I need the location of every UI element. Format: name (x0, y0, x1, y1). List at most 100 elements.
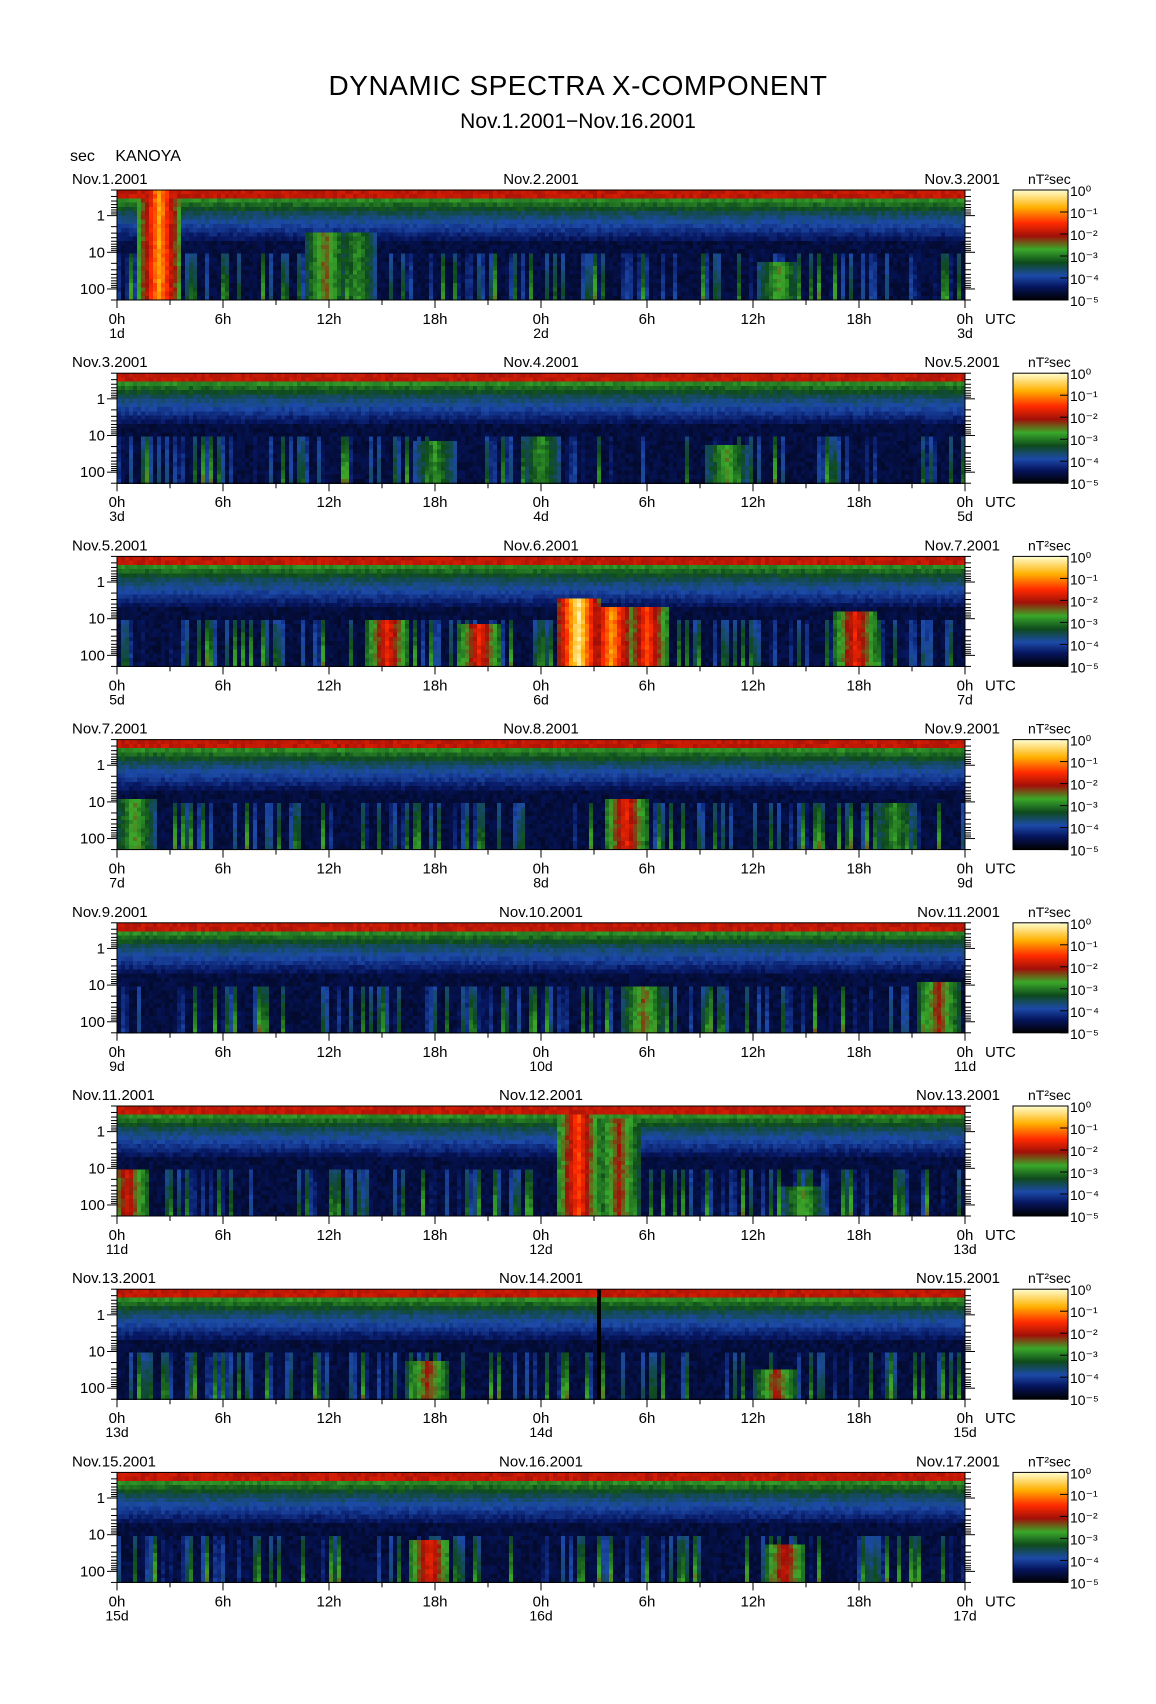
heatmap-cell (729, 211, 734, 216)
heatmap-cell (869, 253, 874, 259)
heatmap-cell (633, 215, 638, 221)
heatmap-cell (853, 202, 858, 208)
heatmap-cell (425, 266, 430, 271)
heatmap-cell (613, 236, 618, 242)
heatmap-cell (657, 274, 662, 280)
heatmap-cell (653, 283, 658, 288)
heatmap-cell (197, 206, 202, 212)
heatmap-cell (173, 270, 178, 276)
heatmap-cell (745, 261, 750, 267)
heatmap-cell (125, 261, 130, 267)
heatmap-cell (589, 198, 594, 204)
heatmap-cell (829, 202, 834, 208)
heatmap-cell (449, 261, 454, 267)
heatmap-cell (637, 219, 642, 225)
heatmap-cell (609, 266, 614, 271)
heatmap-cell (833, 219, 838, 225)
heatmap-cell (677, 249, 682, 255)
heatmap-cell (245, 198, 250, 204)
heatmap-cell (237, 219, 242, 225)
heatmap-cell (837, 287, 842, 293)
heatmap-cell (881, 253, 886, 259)
heatmap-cell (137, 236, 142, 242)
heatmap-cell (561, 206, 566, 212)
heatmap-cell (381, 190, 386, 195)
heatmap-cell (809, 270, 814, 276)
heatmap-cell (269, 257, 274, 263)
heatmap-cell (141, 215, 146, 221)
heatmap-cell (301, 270, 306, 276)
heatmap-cell (553, 278, 558, 284)
heatmap-cell (573, 219, 578, 225)
heatmap-cell (189, 274, 194, 280)
heatmap-cell (721, 261, 726, 267)
heatmap-cell (821, 249, 826, 255)
heatmap-cell (445, 232, 450, 238)
heatmap-cell (757, 257, 762, 263)
heatmap-cell (849, 206, 854, 212)
heatmap-cell (717, 206, 722, 212)
heatmap-cell (145, 190, 150, 195)
heatmap-cell (801, 232, 806, 238)
heatmap-cell (529, 223, 534, 229)
heatmap-cell (853, 240, 858, 246)
heatmap-cell (145, 194, 150, 200)
heatmap-cell (641, 253, 646, 259)
heatmap-cell (433, 202, 438, 208)
heatmap-cell (793, 245, 798, 250)
heatmap-cell (581, 266, 586, 271)
heatmap-cell (625, 240, 630, 246)
heatmap-cell (753, 232, 758, 238)
heatmap-cell (561, 274, 566, 280)
heatmap-cell (681, 295, 686, 301)
heatmap-cell (697, 249, 702, 255)
heatmap-cell (585, 257, 590, 263)
heatmap-cell (233, 278, 238, 284)
heatmap-cell (173, 228, 178, 233)
heatmap-cell (201, 274, 206, 280)
heatmap-cell (865, 240, 870, 246)
heatmap-cell (129, 228, 134, 233)
heatmap-cell (125, 219, 130, 225)
heatmap-cell (477, 219, 482, 225)
heatmap-cell (433, 198, 438, 204)
heatmap-cell (585, 287, 590, 293)
heatmap-cell (153, 223, 158, 229)
heatmap-cell (197, 274, 202, 280)
heatmap-cell (385, 211, 390, 216)
heatmap-cell (537, 245, 542, 250)
heatmap-cell (361, 270, 366, 276)
heatmap-cell (617, 206, 622, 212)
heatmap-cell (809, 206, 814, 212)
heatmap-cell (761, 202, 766, 208)
heatmap-cell (245, 190, 250, 195)
heatmap-cell (521, 202, 526, 208)
heatmap-cell (125, 278, 130, 284)
heatmap-cell (857, 245, 862, 250)
heatmap-cell (117, 240, 122, 246)
heatmap-cell (841, 257, 846, 263)
heatmap-cell (157, 283, 162, 288)
heatmap-cell (241, 211, 246, 216)
heatmap-cell (613, 206, 618, 212)
heatmap-cell (737, 253, 742, 259)
heatmap-cell (553, 215, 558, 221)
heatmap-cell (357, 291, 362, 297)
heatmap-cell (497, 274, 502, 280)
heatmap-cell (245, 219, 250, 225)
heatmap-cell (569, 253, 574, 259)
heatmap-cell (833, 236, 838, 242)
heatmap-cell (821, 261, 826, 267)
heatmap-cell (485, 232, 490, 238)
heatmap-cell (649, 190, 654, 195)
heatmap-cell (785, 287, 790, 293)
heatmap-cell (573, 245, 578, 250)
heatmap-cell (457, 236, 462, 242)
heatmap-cell (361, 211, 366, 216)
heatmap-cell (833, 270, 838, 276)
heatmap-cell (865, 295, 870, 301)
heatmap-cell (541, 287, 546, 293)
heatmap-cell (261, 257, 266, 263)
heatmap-cell (481, 202, 486, 208)
heatmap-cell (365, 211, 370, 216)
